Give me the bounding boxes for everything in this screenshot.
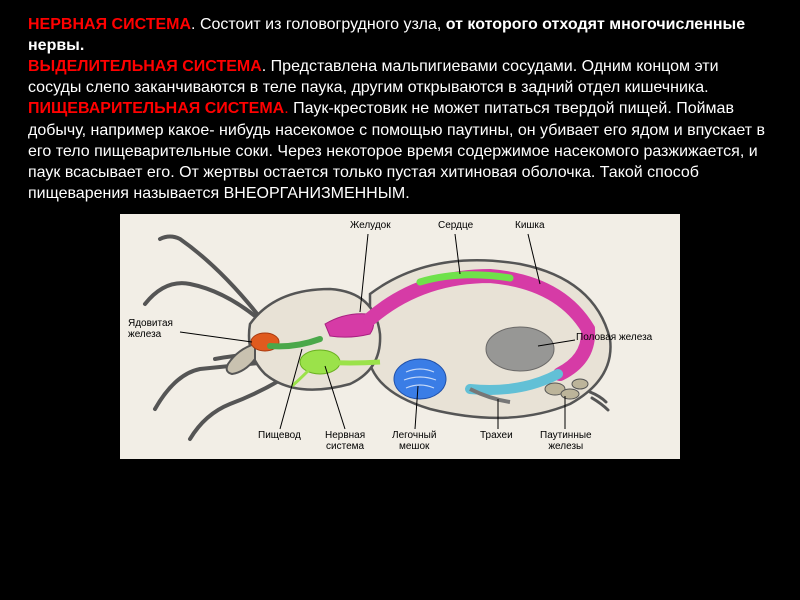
spider-anatomy-diagram: Желудок Сердце Кишка Ядовитая железа Пол… bbox=[120, 214, 680, 459]
label-heart: Сердце bbox=[438, 220, 473, 231]
heading-digestive-dot: . bbox=[284, 100, 293, 117]
label-poison-gland: Ядовитая железа bbox=[128, 318, 173, 340]
heading-nervous: НЕРВНАЯ СИСТЕМА bbox=[28, 16, 191, 33]
label-trachea: Трахеи bbox=[480, 430, 513, 441]
label-poison-gland-l2: железа bbox=[128, 329, 161, 340]
text-nervous-1: . Состоит из головогрудного узла, bbox=[191, 16, 446, 33]
label-lung-l1: Легочный bbox=[392, 430, 436, 441]
label-nervous-l2: система bbox=[326, 441, 364, 452]
label-gut: Кишка bbox=[515, 220, 545, 231]
label-silk-l2: железы bbox=[548, 441, 583, 452]
label-nervous: Нервная система bbox=[325, 430, 365, 452]
label-esophagus: Пищевод bbox=[258, 430, 301, 441]
label-stomach: Желудок bbox=[350, 220, 391, 231]
label-gonad: Половая железа bbox=[576, 332, 652, 343]
label-lung-l2: мешок bbox=[399, 441, 429, 452]
label-lung: Легочный мешок bbox=[392, 430, 436, 452]
heading-excretory: ВЫДЕЛИТЕЛЬНАЯ СИСТЕМА bbox=[28, 58, 262, 75]
label-poison-gland-l1: Ядовитая bbox=[128, 318, 173, 329]
label-nervous-l1: Нервная bbox=[325, 430, 365, 441]
label-silk-l1: Паутинные bbox=[540, 430, 592, 441]
label-silk: Паутинные железы bbox=[540, 430, 592, 452]
slide: НЕРВНАЯ СИСТЕМА. Состоит из головогрудно… bbox=[0, 0, 800, 600]
text-body: НЕРВНАЯ СИСТЕМА. Состоит из головогрудно… bbox=[28, 14, 772, 204]
heading-digestive: ПИЩЕВАРИТЕЛЬНАЯ СИСТЕМА bbox=[28, 100, 284, 117]
diagram-container: Желудок Сердце Кишка Ядовитая железа Пол… bbox=[28, 214, 772, 459]
